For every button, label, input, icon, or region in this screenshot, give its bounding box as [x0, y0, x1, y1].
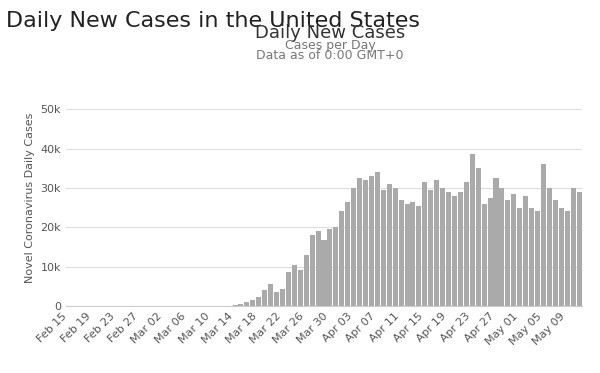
Bar — [316, 231, 320, 306]
Bar — [334, 227, 338, 306]
Bar — [387, 184, 392, 306]
Bar — [446, 192, 451, 306]
Bar — [375, 172, 380, 306]
Y-axis label: Novel Coronavirus Daily Cases: Novel Coronavirus Daily Cases — [25, 113, 35, 283]
Bar — [493, 178, 499, 306]
Bar — [434, 180, 439, 306]
Bar — [440, 188, 445, 306]
Bar — [351, 188, 356, 306]
Bar — [505, 200, 511, 306]
Bar — [233, 305, 238, 306]
Bar — [535, 211, 540, 306]
Bar — [553, 200, 558, 306]
Bar — [482, 204, 487, 306]
Bar — [410, 202, 415, 306]
Bar — [511, 194, 517, 306]
Bar — [322, 240, 326, 306]
Bar — [345, 202, 350, 306]
Bar — [499, 188, 505, 306]
Bar — [559, 207, 564, 306]
Bar — [328, 229, 332, 306]
Bar — [422, 182, 427, 306]
Bar — [250, 300, 256, 306]
Bar — [298, 270, 303, 306]
Bar — [571, 188, 575, 306]
Bar — [577, 192, 581, 306]
Bar — [339, 211, 344, 306]
Bar — [529, 207, 534, 306]
Bar — [398, 200, 404, 306]
Bar — [256, 297, 261, 306]
Bar — [262, 290, 267, 306]
Bar — [547, 188, 552, 306]
Text: Data as of 0:00 GMT+0: Data as of 0:00 GMT+0 — [256, 49, 404, 62]
Bar — [292, 264, 297, 306]
Bar — [357, 178, 362, 306]
Bar — [280, 289, 285, 306]
Text: Daily New Cases: Daily New Cases — [255, 24, 405, 42]
Bar — [470, 154, 475, 306]
Bar — [458, 192, 463, 306]
Bar — [238, 304, 244, 306]
Bar — [404, 204, 410, 306]
Bar — [523, 196, 528, 306]
Bar — [416, 206, 421, 306]
Bar — [381, 190, 386, 306]
Text: Cases per Day: Cases per Day — [284, 39, 376, 52]
Bar — [268, 284, 273, 306]
Bar — [310, 235, 314, 306]
Bar — [452, 196, 457, 306]
Bar — [541, 164, 546, 306]
Bar — [476, 168, 481, 306]
Bar — [304, 255, 309, 306]
Text: Daily New Cases in the United States: Daily New Cases in the United States — [6, 11, 420, 31]
Bar — [369, 176, 374, 306]
Bar — [565, 211, 569, 306]
Bar — [244, 303, 250, 306]
Bar — [517, 207, 522, 306]
Bar — [392, 188, 398, 306]
Bar — [286, 272, 291, 306]
Bar — [464, 182, 469, 306]
Bar — [488, 198, 493, 306]
Bar — [274, 292, 279, 306]
Bar — [428, 190, 433, 306]
Bar — [363, 180, 368, 306]
